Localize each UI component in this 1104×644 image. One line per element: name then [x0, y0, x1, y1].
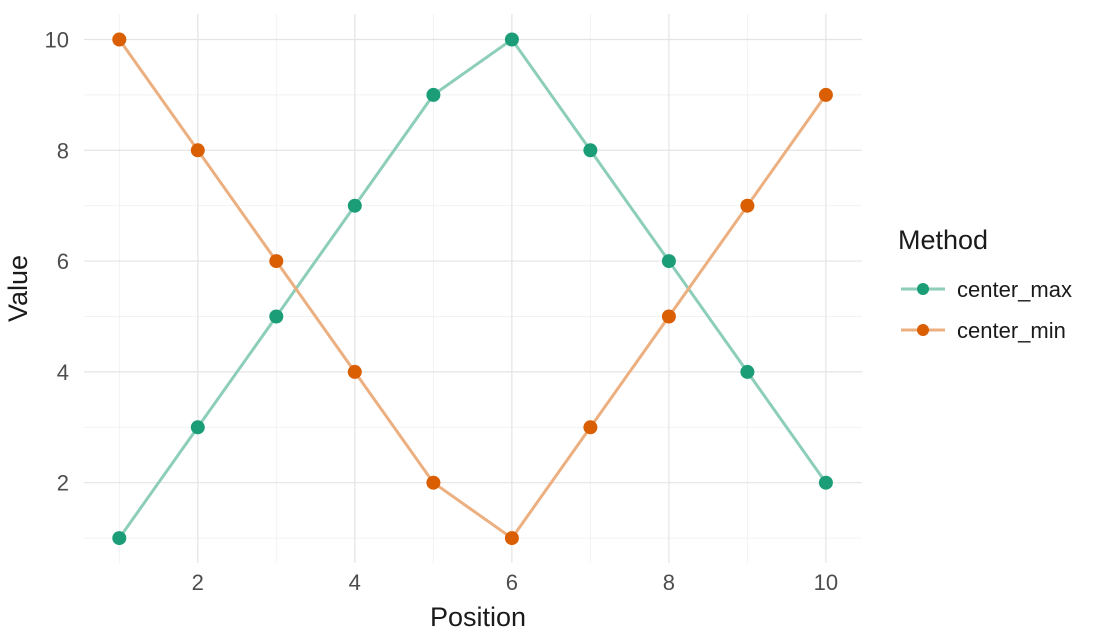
data-point-center_min: [112, 32, 127, 47]
x-tick-label: 4: [349, 570, 361, 595]
x-tick-label: 2: [192, 570, 204, 595]
grid-major-lines: [84, 14, 862, 563]
legend-item-label: center_max: [957, 277, 1072, 302]
data-point-center_min: [347, 364, 362, 379]
y-tick-label: 8: [57, 138, 69, 163]
legend-key-point-icon: [917, 324, 929, 336]
data-point-center_max: [661, 254, 676, 269]
series-line-center_max: [118, 38, 828, 539]
data-point-center_max: [504, 32, 519, 47]
data-point-center_min: [740, 198, 755, 213]
legend-item-label: center_min: [957, 318, 1066, 343]
legend-title: Method: [898, 225, 988, 255]
y-tick-label: 6: [57, 249, 69, 274]
data-point-center_min: [190, 143, 205, 158]
series-lines: [118, 38, 828, 540]
y-tick-label: 4: [57, 360, 69, 385]
data-point-center_min: [269, 254, 284, 269]
legend: Method center_max center_min: [898, 225, 1072, 343]
data-point-center_min: [426, 475, 441, 490]
y-axis-title: Value: [3, 255, 33, 322]
legend-item-center-min: center_min: [901, 318, 1066, 343]
legend-key-point-icon: [917, 283, 929, 295]
data-point-center_max: [347, 198, 362, 213]
data-point-center_max: [818, 475, 833, 490]
y-axis-tick-labels: 2 4 6 8 10: [45, 28, 69, 496]
series-points: [112, 32, 833, 546]
legend-item-center-max: center_max: [901, 277, 1072, 302]
data-point-center_min: [583, 420, 598, 435]
x-tick-label: 6: [506, 570, 518, 595]
data-point-center_min: [818, 87, 833, 102]
data-point-center_min: [661, 309, 676, 324]
x-axis-tick-labels: 2 4 6 8 10: [192, 570, 838, 595]
series-line-center_min: [118, 38, 828, 540]
y-tick-label: 2: [57, 471, 69, 496]
data-point-center_max: [740, 364, 755, 379]
y-tick-label: 10: [45, 28, 69, 53]
data-point-center_max: [112, 531, 127, 546]
x-tick-label: 8: [663, 570, 675, 595]
grid-minor-lines: [84, 14, 862, 563]
data-point-center_max: [190, 420, 205, 435]
data-point-center_min: [504, 531, 519, 546]
x-tick-label: 10: [814, 570, 838, 595]
x-axis-title: Position: [430, 602, 526, 632]
data-point-center_max: [426, 87, 441, 102]
data-point-center_max: [269, 309, 284, 324]
data-point-center_max: [583, 143, 598, 158]
